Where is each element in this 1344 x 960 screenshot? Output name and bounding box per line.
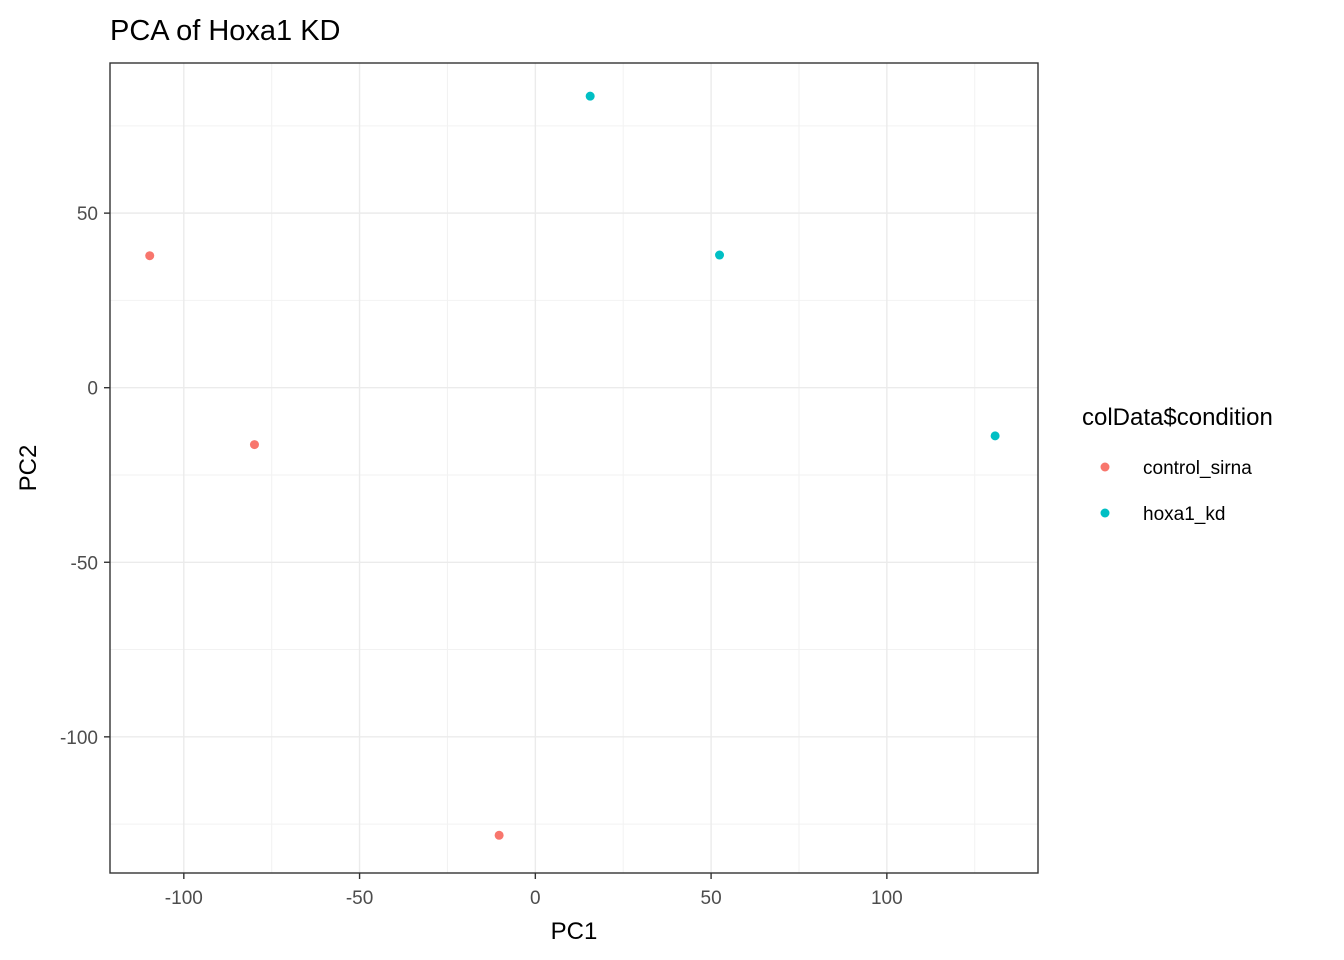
grid-minor [110, 63, 1038, 873]
x-axis-ticks: -100 -50 0 50 100 [165, 873, 903, 909]
data-point-control_sirna [249, 440, 259, 450]
y-tick-label: -50 [71, 553, 98, 574]
legend-label-hoxa1_kd: hoxa1_kd [1143, 504, 1225, 525]
plot-area [109, 62, 1039, 874]
x-tick-label: 50 [701, 888, 722, 909]
x-tick-label: 100 [871, 888, 903, 909]
legend: colData$condition control_sirna hoxa1_kd [1082, 404, 1273, 525]
data-points [145, 91, 1000, 840]
legend-label-control_sirna: control_sirna [1143, 458, 1252, 479]
data-point-control_sirna [145, 251, 155, 261]
y-tick-label: 0 [87, 379, 98, 400]
x-tick-label: 0 [530, 888, 541, 909]
legend-key-control_sirna [1100, 462, 1110, 472]
y-axis-title: PC2 [15, 445, 42, 492]
data-point-hoxa1_kd [990, 431, 1000, 441]
plot-background [110, 63, 1038, 873]
x-tick-label: -50 [346, 888, 373, 909]
data-point-hoxa1_kd [585, 91, 595, 101]
data-point-hoxa1_kd [715, 250, 725, 260]
y-axis-ticks: -100 -50 0 50 [60, 204, 110, 749]
legend-key-hoxa1_kd [1100, 508, 1110, 518]
plot-border [109, 62, 1039, 874]
grid-major [110, 63, 1038, 873]
legend-title: colData$condition [1082, 404, 1273, 431]
y-tick-label: 50 [77, 204, 98, 225]
x-tick-label: -100 [165, 888, 203, 909]
x-axis-title: PC1 [551, 918, 598, 945]
chart-title: PCA of Hoxa1 KD [110, 15, 341, 47]
legend-keys: control_sirna hoxa1_kd [1100, 458, 1252, 525]
y-tick-label: -100 [60, 728, 98, 749]
data-point-control_sirna [494, 830, 504, 840]
